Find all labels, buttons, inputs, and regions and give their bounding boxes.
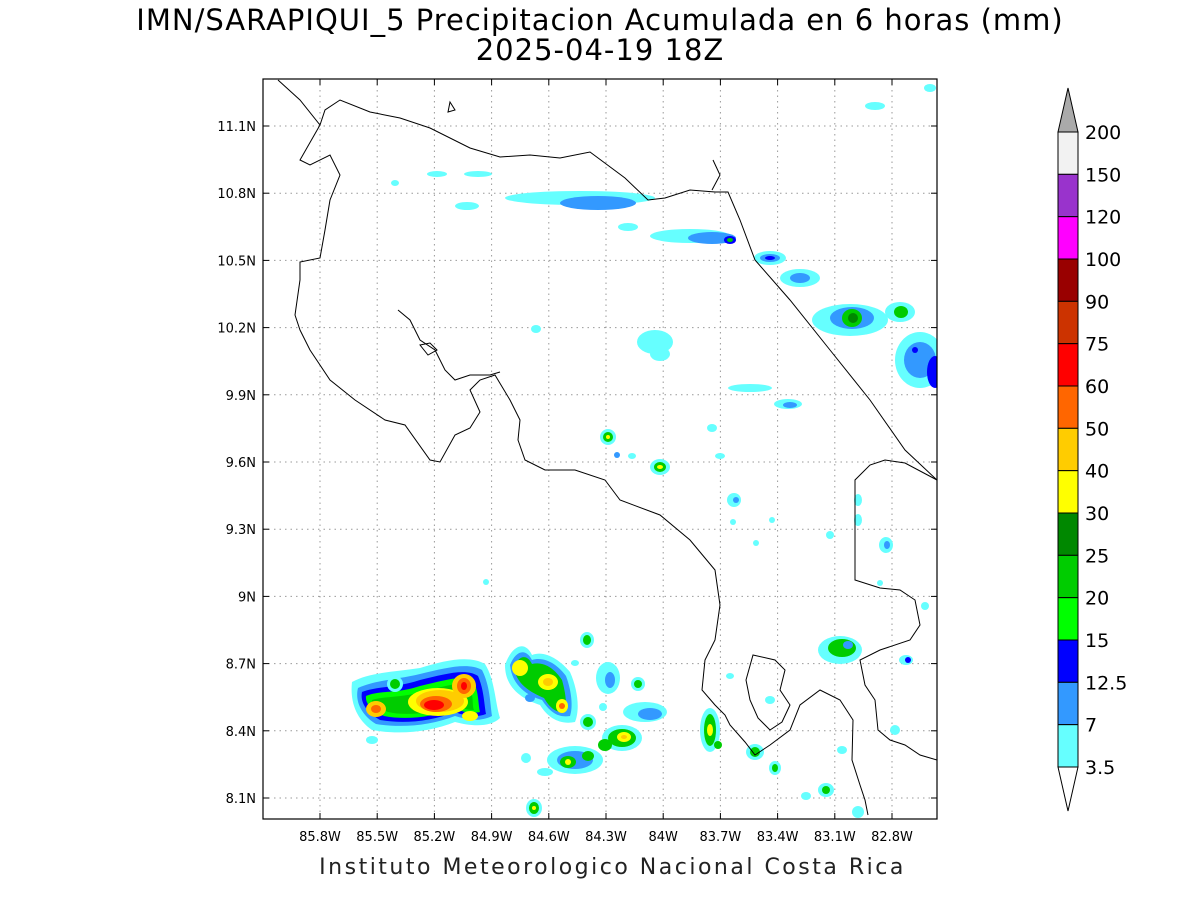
precip-cell-central [483,429,929,610]
lat-tick-label: 9N [238,590,256,605]
colorbar-swatch [1057,470,1079,514]
colorbar-swatch [1057,554,1079,599]
colorbar-level-label: 12.5 [1085,672,1127,694]
latitude-tick-labels: 8.1N 8.4N 8.7N 9N 9.3N 9.6N 9.9N 10.2N 10.5N 10.8… [217,120,937,807]
lat-tick-label: 11.1N [217,120,256,135]
map-title: IMN/SARAPIQUI_5 Precipitacion Acumulada … [136,3,1064,37]
colorbar-level-label: 120 [1085,207,1121,229]
lon-tick-label: 84.3W [585,830,627,845]
precipitation-field [351,84,937,818]
colorbar-swatch [1057,597,1079,641]
precip-cell-south-cluster [351,632,913,818]
colorbar-level-label: 7 [1085,715,1097,737]
colorbar-swatch [1057,131,1079,175]
colorbar-level-label: 100 [1085,249,1121,271]
colorbar-level-label: 40 [1085,461,1109,483]
colorbar-level-label: 3.5 [1085,757,1115,779]
coastline [277,79,937,816]
colorbar-swatch [1057,681,1079,726]
lat-tick-label: 10.2N [217,322,256,337]
grid-lines [263,79,937,819]
colorbar-swatch [1057,512,1079,556]
lat-tick-label: 8.4N [226,725,256,740]
coastline-path [711,159,721,191]
lon-tick-label: 85.8W [299,830,341,845]
precip-cell-north-band [391,84,937,432]
lat-tick-label: 9.3N [226,523,256,538]
colorbar-swatch [1057,173,1079,218]
lon-tick-label: 83.1W [814,830,856,845]
coastline-path [294,124,869,816]
colorbar-swatch [1057,427,1079,472]
lon-tick-label: 83.7W [699,830,741,845]
lat-tick-label: 9.9N [226,389,256,404]
coastline-path [419,342,438,356]
lon-tick-label: 84.6W [528,830,570,845]
coastline-path [447,100,456,113]
colorbar-level-label: 150 [1085,164,1121,186]
lon-tick-label: 82.8W [871,830,913,845]
lat-tick-label: 9.6N [226,456,256,471]
lon-tick-label: 85.2W [413,830,455,845]
longitude-tick-labels: 85.8W 85.5W 85.2W 84.9W 84.6W 84.3W 84W 83.7W 83… [299,79,913,845]
colorbar-level-label: 50 [1085,418,1109,440]
colorbar-level-label: 15 [1085,630,1109,652]
colorbar-swatch [1057,258,1079,302]
lat-tick-label: 10.8N [217,187,256,202]
lon-tick-label: 84W [648,830,678,845]
colorbar-swatch [1057,724,1079,768]
colorbar-bottom-arrow [1057,766,1079,812]
colorbar-swatch [1057,385,1079,429]
colorbar-swatch [1057,639,1079,683]
lon-tick-label: 85.5W [356,830,398,845]
coastline-path [397,309,501,381]
colorbar-level-label: 20 [1085,588,1109,610]
coastline-path [277,79,937,481]
colorbar-level-label: 30 [1085,503,1109,525]
credit-text: Instituto Meteorologico Nacional Costa R… [319,855,906,880]
colorbar-swatch [1057,300,1079,345]
colorbar-swatch [1057,216,1079,260]
map-frame [262,78,938,820]
colorbar-level-label: 200 [1085,122,1121,144]
colorbar-top-arrow [1057,87,1079,133]
lat-tick-label: 10.5N [217,254,256,269]
colorbar-level-label: 90 [1085,291,1109,313]
lon-tick-label: 83.4W [757,830,799,845]
colorbar-level-label: 60 [1085,376,1109,398]
colorbar-level-label: 25 [1085,545,1109,567]
colorbar-swatch [1057,343,1079,387]
colorbar-level-label: 75 [1085,334,1109,356]
lat-tick-label: 8.7N [226,658,256,673]
coastline-path [745,654,791,731]
map-subtitle-datetime: 2025-04-19 18Z [475,33,725,67]
lon-tick-label: 84.9W [471,830,513,845]
coastline-path [854,459,937,761]
lat-tick-label: 8.1N [226,792,256,807]
colorbar-legend: 200 150 120 100 90 75 60 50 40 30 25 20 15 12.5 7 3.5 [1057,87,1127,812]
